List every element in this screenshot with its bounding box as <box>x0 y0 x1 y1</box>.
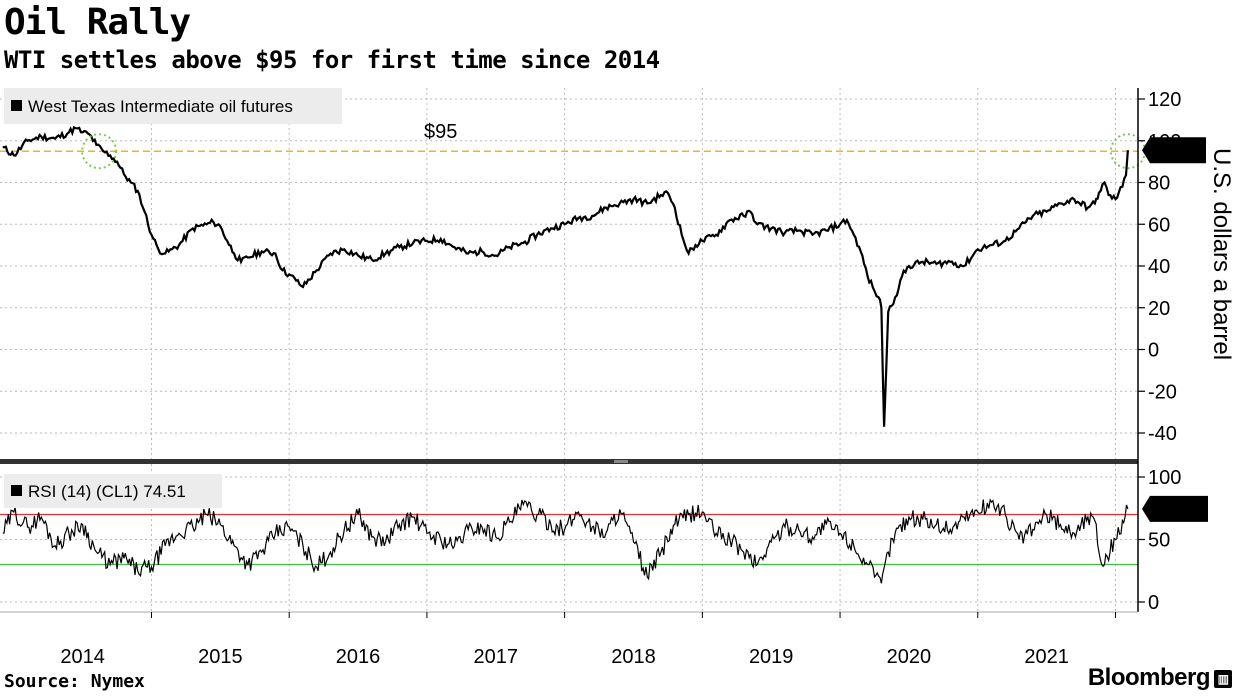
upper-tick-label: -40 <box>1148 423 1177 445</box>
x-tick-label: 2017 <box>474 646 519 668</box>
upper-tick-label: -20 <box>1148 381 1177 403</box>
x-tick-label: 2014 <box>60 646 105 668</box>
panel-divider-handle[interactable] <box>614 460 628 463</box>
upper-y-ticks: 120100806040200-20-40 <box>1138 89 1181 445</box>
x-tick-label: 2016 <box>336 646 381 668</box>
wti-price-series <box>2 125 1129 427</box>
bloomberg-terminal-icon: ▥ <box>1214 669 1232 688</box>
upper-gridlines <box>0 88 1138 459</box>
wti-last-value: 95.46 <box>1152 140 1202 162</box>
x-axis-ticks: 2014 2015 2016 2017 2018 2019 2020 2021 <box>60 612 1116 668</box>
reference-line-label: $95 <box>424 121 457 143</box>
lower-legend-label: RSI (14) (CL1) 74.51 <box>28 482 186 501</box>
lower-tick-label: 50 <box>1148 530 1170 552</box>
chart-title: Oil Rally <box>4 2 191 43</box>
brand-logo: Bloomberg ▥ <box>1088 664 1232 692</box>
chart-subtitle: WTI settles above $95 for first time sin… <box>4 46 660 74</box>
rsi-last-value-tag-shape <box>1142 495 1208 522</box>
lower-y-ticks: 100 50 0 <box>1138 467 1181 614</box>
lower-legend: RSI (14) (CL1) 74.51 <box>4 474 222 508</box>
rsi-series <box>2 498 1129 584</box>
lower-tick-label: 100 <box>1148 467 1181 489</box>
lower-legend-box <box>4 474 222 508</box>
panel-divider <box>0 459 1138 464</box>
y-axis-label: U.S. dollars a barrel <box>1208 148 1235 360</box>
upper-tick-label: 20 <box>1148 298 1170 320</box>
source-note: Source: Nymex <box>4 671 145 692</box>
upper-tick-label: 40 <box>1148 256 1170 278</box>
upper-tick-label: 80 <box>1148 173 1170 195</box>
upper-legend-box <box>4 88 342 124</box>
brand-name: Bloomberg <box>1087 664 1211 691</box>
upper-tick-label: 60 <box>1148 214 1170 236</box>
rsi-last-value-tag: 74.51 <box>1142 495 1208 522</box>
wti-last-value-tag: 95.46 <box>1142 137 1206 164</box>
lower-tick-label: 0 <box>1148 592 1159 614</box>
lower-legend-swatch <box>11 485 22 496</box>
upper-tick-label: 0 <box>1148 340 1159 362</box>
upper-legend-label: West Texas Intermediate oil futures <box>28 97 293 116</box>
highlight-circle-2014 <box>81 133 118 170</box>
x-tick-label: 2019 <box>749 646 794 668</box>
x-tick-label: 2021 <box>1024 646 1069 668</box>
upper-legend-swatch <box>11 100 22 111</box>
upper-legend: West Texas Intermediate oil futures <box>4 88 342 124</box>
x-tick-label: 2015 <box>198 646 243 668</box>
x-tick-label: 2018 <box>611 646 656 668</box>
upper-tick-label: 120 <box>1148 89 1181 111</box>
rsi-last-value: 74.51 <box>1152 499 1202 521</box>
x-tick-label: 2020 <box>887 646 932 668</box>
wti-last-value-tag-shape <box>1142 137 1206 164</box>
